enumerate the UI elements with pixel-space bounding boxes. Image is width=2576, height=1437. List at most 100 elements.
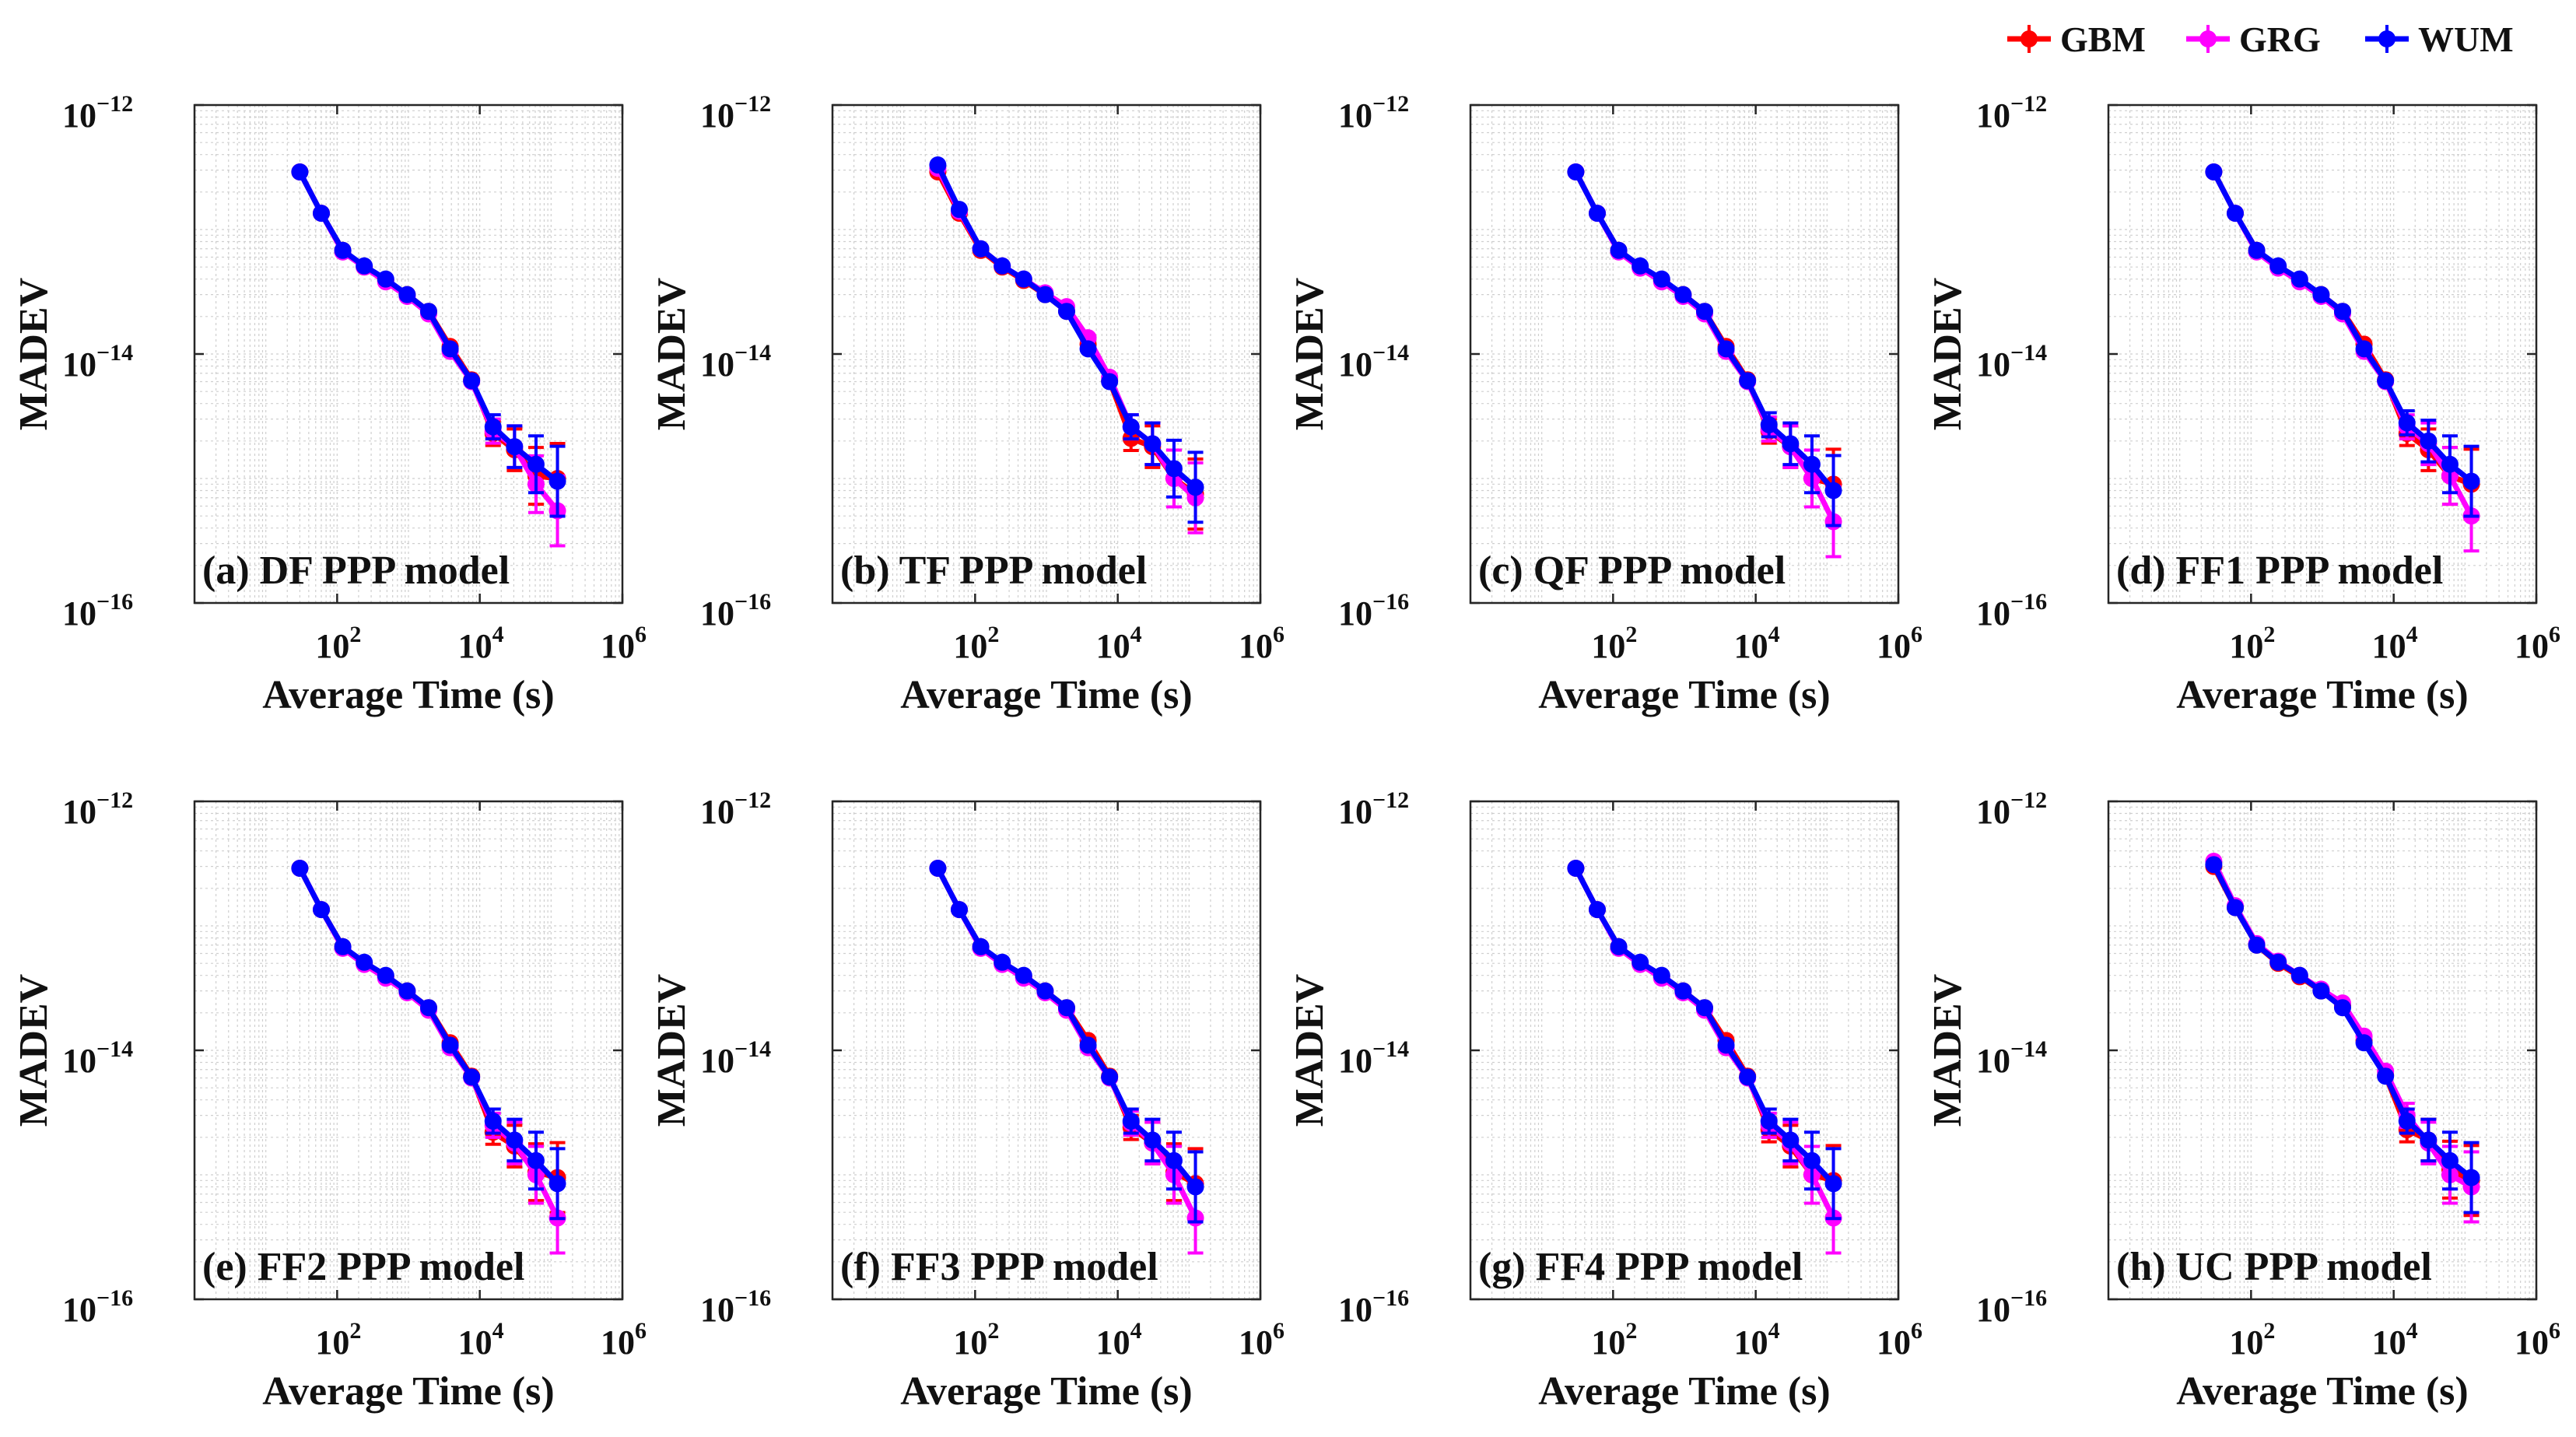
data-point — [2205, 856, 2223, 874]
data-point — [2290, 966, 2308, 984]
y-tick-label: 10−14 — [1976, 340, 2047, 384]
data-point — [398, 982, 416, 1000]
y-tick-label: 10−16 — [62, 589, 133, 633]
data-point — [441, 340, 459, 358]
data-point — [1165, 460, 1183, 478]
x-axis-label: Average Time (s) — [262, 1369, 554, 1414]
y-tick-label: 10−14 — [62, 1036, 133, 1080]
data-point — [2420, 1131, 2438, 1149]
data-point — [527, 1151, 545, 1169]
data-point — [377, 966, 394, 984]
panel-h: 102 104 106 10−12 10−14 10−16 Average Time (s)… — [1926, 787, 2560, 1414]
data-point — [419, 303, 437, 321]
panel-f: 102 104 106 10−12 10−14 10−16 Average Time (s)… — [650, 787, 1284, 1414]
data-point — [972, 240, 990, 258]
data-point — [356, 257, 373, 275]
data-point — [1079, 1036, 1097, 1054]
data-point — [484, 418, 502, 436]
data-point — [2398, 414, 2416, 432]
data-point — [1631, 257, 1649, 275]
x-tick-label: 106 — [1877, 622, 1922, 665]
data-point — [2269, 257, 2287, 275]
data-point — [334, 241, 352, 259]
data-point — [1760, 1112, 1778, 1130]
data-point — [2441, 1151, 2459, 1169]
data-point — [506, 1131, 524, 1149]
data-point — [2226, 899, 2244, 917]
data-point — [1674, 286, 1692, 303]
x-tick-label: 102 — [953, 1318, 999, 1362]
data-point — [2377, 372, 2395, 390]
data-point — [1101, 1068, 1119, 1086]
x-tick-label: 104 — [1096, 622, 1142, 665]
data-point — [1144, 435, 1162, 453]
y-axis-label: MADEV — [12, 974, 56, 1127]
data-point — [463, 1068, 481, 1086]
x-axis-label: Average Time (s) — [900, 673, 1192, 717]
series-wum — [1567, 860, 1842, 1221]
x-tick-label: 102 — [315, 1318, 361, 1362]
data-point — [291, 163, 309, 181]
data-point — [2355, 1034, 2373, 1052]
y-axis-label: MADEV — [1926, 278, 1970, 430]
data-point — [1101, 373, 1119, 391]
data-point — [1803, 1151, 1821, 1169]
data-point — [1588, 205, 1606, 223]
y-axis-label: MADEV — [1926, 974, 1970, 1127]
data-point — [1186, 478, 1204, 496]
y-tick-label: 10−12 — [1338, 91, 1409, 135]
y-axis-label: MADEV — [1288, 974, 1332, 1127]
data-point — [2441, 455, 2459, 473]
panel-c: 102 104 106 10−12 10−14 10−16 Average Time (s)… — [1288, 91, 1922, 717]
y-tick-label: 10−14 — [1338, 1036, 1409, 1080]
y-tick-label: 10−12 — [1338, 787, 1409, 831]
y-tick-label: 10−16 — [1976, 1285, 2047, 1329]
data-point — [2312, 286, 2330, 303]
legend-label: WUM — [2418, 19, 2514, 59]
panel-e: 102 104 106 10−12 10−14 10−16 Average Time (s)… — [12, 787, 647, 1414]
data-point — [441, 1036, 459, 1054]
data-point — [929, 156, 947, 174]
data-point — [2355, 340, 2373, 358]
y-tick-label: 10−12 — [62, 91, 133, 135]
panel-title: (b) TF PPP model — [840, 549, 1147, 593]
y-tick-label: 10−14 — [700, 340, 771, 384]
y-tick-label: 10−16 — [700, 589, 771, 633]
data-point — [1079, 340, 1097, 358]
legend-entry-grg: GRG — [2186, 19, 2321, 59]
data-point — [2462, 472, 2480, 490]
x-tick-label: 106 — [601, 1318, 647, 1362]
panel-title: (g) FF4 PPP model — [1478, 1245, 1803, 1289]
data-point — [1015, 966, 1032, 984]
panel-title: (f) FF3 PPP model — [840, 1245, 1158, 1289]
x-tick-label: 104 — [458, 622, 504, 665]
y-tick-label: 10−16 — [1976, 589, 2047, 633]
legend-swatch-marker — [2020, 30, 2038, 47]
x-tick-label: 104 — [1096, 1318, 1142, 1362]
data-point — [1739, 372, 1757, 390]
x-tick-label: 102 — [2229, 622, 2275, 665]
panel-title: (d) FF1 PPP model — [2116, 549, 2443, 593]
y-tick-label: 10−12 — [1976, 91, 2047, 135]
data-point — [1739, 1068, 1757, 1086]
data-point — [1760, 415, 1778, 433]
data-point — [398, 286, 416, 303]
data-point — [1165, 1151, 1183, 1169]
data-point — [2420, 432, 2438, 450]
data-point — [1015, 270, 1032, 288]
data-point — [950, 901, 968, 919]
data-point — [1122, 418, 1140, 436]
legend-label: GRG — [2239, 19, 2321, 59]
data-point — [950, 201, 968, 219]
data-point — [2333, 999, 2351, 1017]
data-point — [2248, 936, 2266, 954]
data-point — [1057, 999, 1075, 1017]
x-axis-label: Average Time (s) — [262, 673, 554, 717]
x-tick-label: 106 — [1877, 1318, 1922, 1362]
panel-g: 102 104 106 10−12 10−14 10−16 Average Time (s)… — [1288, 787, 1922, 1414]
series-wum — [2205, 856, 2480, 1214]
x-tick-label: 102 — [1591, 1318, 1637, 1362]
data-point — [2398, 1112, 2416, 1130]
series-wum — [929, 860, 1204, 1224]
